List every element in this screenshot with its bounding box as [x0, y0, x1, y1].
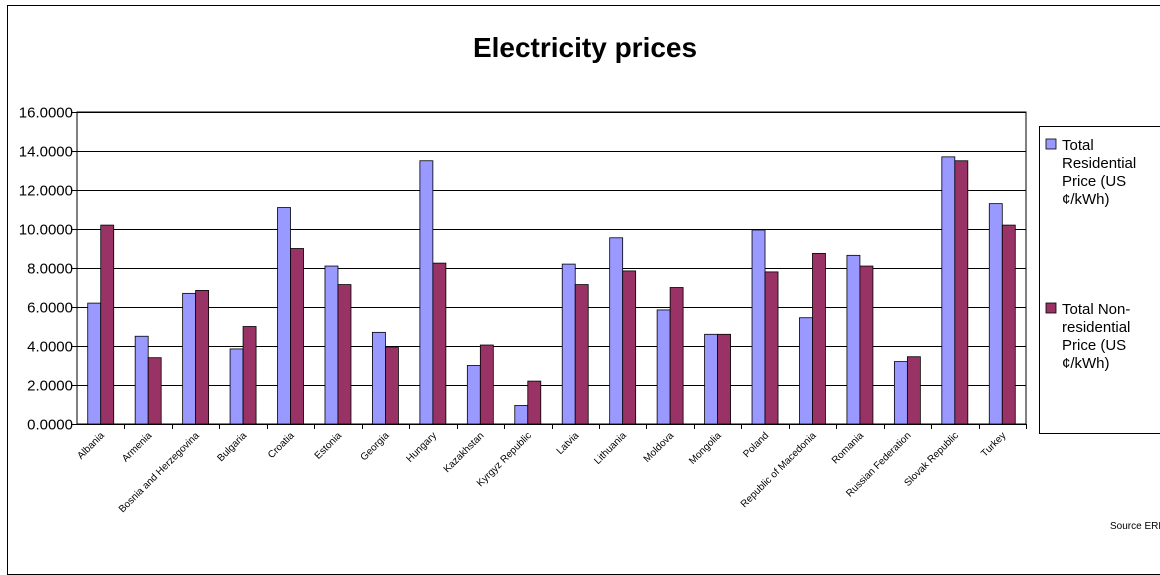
y-tick-label: 16.0000 — [19, 105, 73, 122]
bar-non-residential — [907, 357, 920, 424]
bar-non-residential — [101, 225, 114, 424]
x-tick-label: Hungary — [404, 430, 439, 465]
bar-residential — [420, 161, 433, 424]
bar-residential — [183, 293, 196, 424]
bar-residential — [467, 366, 480, 425]
x-tick-label: Albania — [75, 430, 107, 462]
y-tick-label: 2.0000 — [27, 378, 73, 395]
plot-area: 0.0000 2.0000 4.0000 6.0000 8.0000 10.0000 12.… — [19, 105, 1027, 516]
bar-residential — [372, 332, 385, 424]
x-tick-label: Armenia — [120, 430, 154, 464]
bar-residential — [515, 405, 528, 424]
x-tick-label: Lithuania — [592, 430, 629, 467]
legend-label: Price (US — [1062, 173, 1126, 190]
y-tick-label: 14.0000 — [19, 144, 73, 161]
bar-non-residential — [433, 263, 446, 424]
bar-residential — [989, 204, 1002, 424]
x-tick-label: Romania — [830, 430, 866, 466]
bar-non-residential — [623, 271, 636, 424]
x-tick-label: Estonia — [313, 430, 345, 462]
bar-non-residential — [765, 272, 778, 424]
legend-label: Price (US — [1062, 337, 1126, 354]
x-tick-label: Bulgaria — [215, 430, 249, 464]
bar-residential — [799, 318, 812, 424]
bar-non-residential — [385, 347, 398, 424]
x-tick-label: Turkey — [979, 430, 1008, 459]
x-tick-label: Kazakhstan — [442, 430, 487, 475]
bar-residential — [657, 310, 670, 424]
legend-swatch — [1046, 303, 1056, 313]
bar-non-residential — [575, 285, 588, 424]
bar-non-residential — [670, 288, 683, 425]
legend-label: ¢/kWh) — [1062, 191, 1110, 208]
x-tick-label: Latvia — [555, 430, 582, 457]
bar-residential — [88, 303, 101, 424]
legend-label: Total Non- — [1062, 301, 1130, 318]
legend-label: Residential — [1062, 155, 1136, 172]
y-tick-label: 8.0000 — [27, 261, 73, 278]
x-tick-label: Georgia — [359, 430, 392, 463]
bar-non-residential — [1002, 225, 1015, 424]
bar-non-residential — [196, 290, 209, 424]
bar-non-residential — [812, 253, 825, 424]
bar-residential — [610, 238, 623, 424]
bar-non-residential — [148, 358, 161, 424]
bar-non-residential — [528, 381, 541, 424]
legend-label: residential — [1062, 319, 1130, 336]
source-note: Source ERRA — [1110, 521, 1160, 532]
bar-residential — [752, 230, 765, 424]
bar-non-residential — [718, 334, 731, 424]
bar-non-residential — [338, 285, 351, 424]
x-tick-label: Bosnia and Herzegovina — [117, 430, 202, 515]
legend-label: ¢/kWh) — [1062, 355, 1110, 372]
bar-residential — [325, 266, 338, 424]
bar-residential — [278, 208, 291, 424]
bar-residential — [942, 157, 955, 424]
bar-residential — [562, 264, 575, 424]
bar-non-residential — [860, 266, 873, 424]
x-tick-label: Croatia — [266, 430, 297, 461]
legend-swatch — [1046, 139, 1056, 149]
legend-label: Total — [1062, 137, 1094, 154]
bar-non-residential — [291, 249, 304, 425]
y-tick-label: 0.0000 — [27, 417, 73, 434]
bar-non-residential — [480, 345, 493, 424]
bar-residential — [135, 336, 148, 424]
x-tick-label: Mongolia — [687, 430, 724, 467]
x-tick-label: Moldova — [642, 430, 677, 465]
bar-residential — [894, 362, 907, 424]
bar-residential — [847, 255, 860, 424]
y-tick-label: 12.0000 — [19, 183, 73, 200]
y-tick-label: 6.0000 — [27, 300, 73, 317]
y-tick-label: 4.0000 — [27, 339, 73, 356]
chart-title: Electricity prices — [473, 32, 697, 63]
x-tick-label: Poland — [741, 430, 771, 460]
bar-non-residential — [243, 327, 256, 425]
y-tick-label: 10.0000 — [19, 222, 73, 239]
bar-non-residential — [955, 161, 968, 424]
bar-residential — [705, 334, 718, 424]
bar-residential — [230, 349, 243, 424]
